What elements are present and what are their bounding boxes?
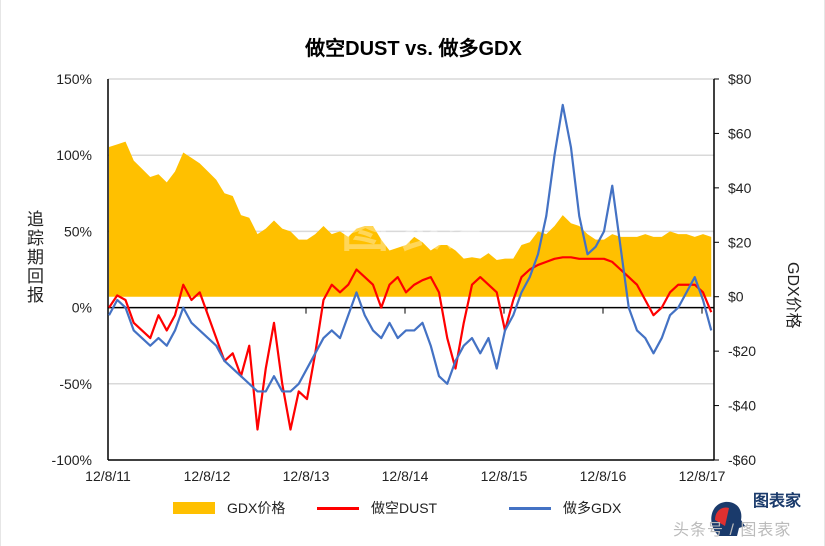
y-tick-right: -$20 <box>728 343 756 359</box>
legend-swatch-line <box>317 506 359 510</box>
brand-logo-text: 图表家 <box>753 493 802 510</box>
y-tick-left: -50% <box>59 376 92 392</box>
x-tick-label: 12/8/16 <box>580 468 627 484</box>
legend-label: 做多GDX <box>563 500 622 516</box>
y-tick-right: $0 <box>728 289 744 305</box>
y-tick-right: $60 <box>728 125 752 141</box>
y-tick-right: $20 <box>728 234 752 250</box>
y-axis-right-title: GDX价格 <box>784 262 801 329</box>
y-tick-left: 100% <box>56 147 92 163</box>
y-tick-left: 50% <box>64 223 92 239</box>
legend-label: 做空DUST <box>371 500 438 516</box>
y-tick-left: 150% <box>56 71 92 87</box>
watermark: 图表家 <box>341 204 498 257</box>
y-tick-right: $80 <box>728 71 752 87</box>
y-tick-left: -100% <box>52 452 92 468</box>
legend-item-long-gdx: 做多GDX <box>509 500 621 516</box>
long-gdx-line <box>108 103 713 393</box>
chart-title: 做空DUST vs. 做多GDX <box>305 38 522 60</box>
x-tick-label: 12/8/14 <box>382 468 429 484</box>
y-tick-right: -$40 <box>728 398 756 414</box>
y-tick-right: -$60 <box>728 452 756 468</box>
short-dust-line <box>108 256 713 431</box>
x-tick-label: 12/8/13 <box>283 468 330 484</box>
legend-swatch-line <box>509 506 551 510</box>
source-footer: 头条号 / 图表家 <box>673 522 792 539</box>
legend-swatch-area <box>173 502 215 514</box>
y-tick-left: 0% <box>72 300 92 316</box>
x-tick-label: 12/8/17 <box>679 468 726 484</box>
legend-item-short-dust: 做空DUST <box>317 500 437 516</box>
y-tick-right: $40 <box>728 180 752 196</box>
legend-item-gdx-price: GDX价格 <box>173 500 285 516</box>
y-axis-left-title: 追踪期回报 <box>27 210 44 305</box>
x-tick-label: 12/8/12 <box>184 468 231 484</box>
x-tick-label: 12/8/11 <box>85 468 131 484</box>
x-tick-label: 12/8/15 <box>481 468 528 484</box>
brand-logo-icon <box>711 501 745 536</box>
legend-label: GDX价格 <box>227 500 286 516</box>
